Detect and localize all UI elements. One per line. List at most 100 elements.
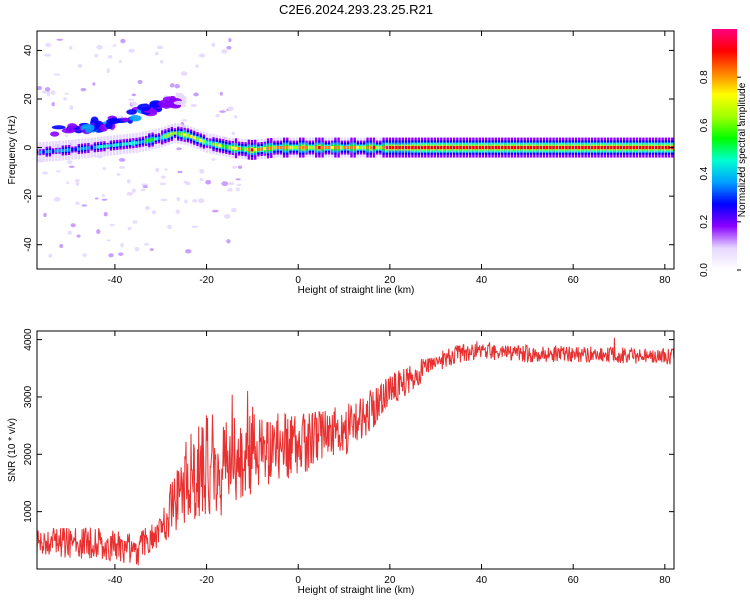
heatmap-speckle xyxy=(227,188,233,192)
heatmap-ridge-cell xyxy=(648,145,652,150)
heatmap-speckle xyxy=(103,212,108,217)
heatmap-speckle xyxy=(228,37,232,43)
snr-plot-area xyxy=(37,331,674,569)
colorbar-tick-label: 0.6 xyxy=(699,118,710,132)
heatmap-speckle xyxy=(118,252,124,256)
heatmap-ridge-cell xyxy=(237,146,241,151)
heatmap-ridge-cell xyxy=(619,145,623,150)
heatmap-ridge-cell xyxy=(363,145,366,150)
heatmap-ridge-cell xyxy=(523,145,526,150)
snr-y-axis-label: SNR (10 * v/v) xyxy=(7,418,18,482)
heatmap-speckle xyxy=(48,253,53,258)
heatmap-speckle xyxy=(211,42,216,47)
heatmap-speckle xyxy=(160,175,166,179)
heatmap-speckle xyxy=(50,90,56,95)
heatmap-speckle xyxy=(119,158,126,162)
spectrogram-x-tick-label: 60 xyxy=(568,275,580,286)
heatmap-speckle xyxy=(126,191,134,196)
snr-ticks: -40 -20 0 20 40 60 80 1000 2000 3000 4000 xyxy=(23,328,674,586)
heatmap-speckle xyxy=(131,93,136,97)
heatmap-secondary-cell xyxy=(67,123,78,129)
heatmap-ridge-cell xyxy=(311,145,315,150)
heatmap-secondary-cell xyxy=(50,131,60,137)
heatmap-ridge-cell xyxy=(597,145,600,150)
heatmap-speckle xyxy=(94,197,99,200)
heatmap-ridge-cell xyxy=(539,145,542,150)
heatmap-speckle xyxy=(236,183,242,186)
heatmap-speckle xyxy=(64,92,69,95)
snr-y-tick-label: 4000 xyxy=(23,328,34,351)
heatmap-speckle xyxy=(221,181,229,187)
heatmap-ridge-cell xyxy=(340,145,344,150)
heatmap-ridge-cell xyxy=(100,145,103,149)
heatmap-ridge-cell xyxy=(481,145,485,150)
heatmap-speckle xyxy=(76,234,81,238)
heatmap-ridge-cell xyxy=(199,138,202,142)
heatmap-ridge-cell xyxy=(433,145,437,150)
heatmap-ridge-cell xyxy=(587,145,591,150)
heatmap-ridge-cell xyxy=(655,145,658,150)
heatmap-ridge-cell xyxy=(510,145,514,150)
heatmap-speckle xyxy=(184,199,188,204)
heatmap-ridge-cell xyxy=(449,145,453,150)
heatmap-speckle xyxy=(235,178,241,181)
heatmap-speckle xyxy=(159,182,167,186)
heatmap-speckle xyxy=(51,101,55,107)
colorbar-ticks: 0.0 0.2 0.4 0.6 0.8 xyxy=(699,70,741,277)
heatmap-ridge-cell xyxy=(177,132,180,136)
heatmap-ridge-cell xyxy=(622,145,626,150)
heatmap-ridge-cell xyxy=(398,145,401,150)
heatmap-secondary-cell xyxy=(105,121,113,130)
heatmap-ridge-cell xyxy=(215,143,218,147)
heatmap-ridge-cell xyxy=(584,145,587,150)
heatmap-ridge-cell xyxy=(507,145,510,150)
heatmap-ridge-cell xyxy=(221,144,225,148)
heatmap-speckle xyxy=(142,185,148,189)
heatmap-ridge-cell xyxy=(289,145,292,150)
heatmap-ridge-cell xyxy=(558,145,562,150)
heatmap-ridge-cell xyxy=(286,145,289,150)
spectrogram-x-tick-label: 40 xyxy=(476,275,488,286)
heatmap-ridge-cell xyxy=(263,147,267,151)
heatmap-speckle xyxy=(70,223,76,228)
heatmap-ridge-cell xyxy=(225,145,228,149)
heatmap-speckle xyxy=(232,165,238,169)
heatmap-ridge-cell xyxy=(167,133,170,137)
heatmap-ridge-cell xyxy=(266,146,270,150)
heatmap-ridge-cell xyxy=(504,145,507,150)
heatmap-secondary-cell xyxy=(126,109,137,115)
snr-x-tick-label: -20 xyxy=(199,575,214,586)
heatmap-ridge-cell xyxy=(45,150,48,154)
heatmap-ridge-cell xyxy=(427,145,430,150)
heatmap-ridge-cell xyxy=(324,145,328,150)
heatmap-ridge-cell xyxy=(581,145,584,150)
heatmap-ridge-cell xyxy=(183,133,186,137)
heatmap-speckle xyxy=(211,209,219,213)
heatmap-ridge-cell xyxy=(61,148,64,153)
snr-panel: -40 -20 0 20 40 60 80 1000 2000 3000 4000 Height o… xyxy=(7,328,675,596)
heatmap-secondary-cell xyxy=(169,95,176,101)
heatmap-ridge-cell xyxy=(141,140,145,144)
heatmap-ridge-cell xyxy=(295,145,299,150)
heatmap-speckle xyxy=(82,253,87,257)
heatmap-ridge-cell xyxy=(106,144,109,148)
heatmap-speckle xyxy=(181,119,187,122)
heatmap-secondary-cell xyxy=(129,114,142,122)
heatmap-ridge-cell xyxy=(350,145,353,150)
heatmap-speckle xyxy=(211,158,216,161)
heatmap-secondary-cell xyxy=(61,127,76,134)
heatmap-ridge-cell xyxy=(626,145,629,150)
heatmap-ridge-cell xyxy=(629,145,632,150)
heatmap-ridge-cell xyxy=(600,145,603,150)
heatmap-speckle xyxy=(169,83,175,88)
heatmap-ridge-cell xyxy=(359,145,363,150)
heatmap-ridge-cell xyxy=(491,145,494,150)
heatmap-ridge-cell xyxy=(193,136,196,140)
heatmap-ridge-cell xyxy=(565,145,568,150)
heatmap-speckle xyxy=(68,165,75,168)
heatmap-speckle xyxy=(37,85,43,91)
heatmap-ridge-cell xyxy=(180,132,183,136)
heatmap-speckle xyxy=(101,193,105,198)
heatmap-ridge-cell xyxy=(96,145,100,149)
heatmap-ridge-cell xyxy=(603,145,607,150)
